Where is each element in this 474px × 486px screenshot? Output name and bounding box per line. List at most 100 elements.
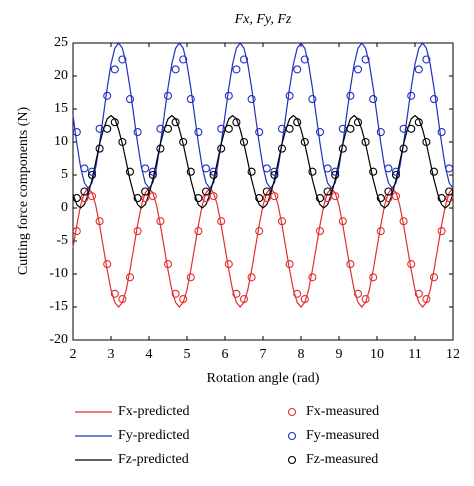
measured-point — [148, 192, 157, 201]
y-tick-label: -15 — [49, 299, 68, 314]
measured-point — [399, 144, 408, 153]
measured-point — [376, 128, 385, 137]
measured-point — [224, 260, 233, 269]
predicted-line — [72, 187, 454, 308]
legend-marker — [287, 431, 297, 441]
measured-point — [422, 295, 431, 304]
measured-point — [118, 137, 127, 147]
measured-point — [277, 217, 287, 226]
measured-point — [194, 128, 203, 137]
measured-point — [300, 137, 309, 147]
measured-point — [361, 55, 370, 64]
y-tick-label: 20 — [54, 68, 68, 83]
measured-point — [346, 260, 355, 269]
measured-point — [399, 217, 408, 226]
measured-point — [209, 170, 218, 180]
legend-label: Fz-measured — [306, 452, 378, 467]
measured-point — [118, 295, 127, 304]
measured-point — [270, 167, 279, 176]
measured-point — [186, 167, 195, 176]
measured-point — [270, 170, 279, 180]
measured-point — [239, 55, 249, 64]
measured-point — [232, 289, 241, 298]
x-tick-label: 5 — [184, 347, 191, 362]
measured-point — [262, 164, 271, 173]
measured-point — [429, 273, 439, 282]
measured-point — [437, 194, 446, 203]
legend-label: Fy-predicted — [118, 428, 190, 443]
measured-point — [315, 227, 325, 236]
measured-point — [270, 192, 279, 201]
measured-point — [95, 217, 104, 226]
measured-point — [353, 65, 363, 74]
measured-point — [217, 124, 226, 133]
legend-label: Fx-measured — [306, 404, 379, 419]
measured-point — [308, 273, 317, 282]
measured-point — [369, 273, 378, 282]
measured-point — [277, 144, 287, 153]
measured-point — [414, 118, 423, 127]
measured-point — [87, 192, 97, 201]
measured-point — [369, 95, 378, 104]
y-tick-label: 25 — [54, 35, 68, 50]
measured-point — [331, 192, 340, 201]
measured-point — [125, 95, 135, 104]
x-tick-label: 10 — [370, 347, 384, 362]
y-tick-label: -5 — [56, 233, 68, 248]
measured-point — [103, 260, 112, 269]
legend-marker — [287, 407, 297, 417]
measured-point — [300, 55, 309, 64]
measured-point — [338, 124, 347, 133]
measured-point — [262, 187, 271, 196]
measured-point — [247, 167, 256, 176]
measured-point — [217, 144, 226, 153]
measured-point — [255, 128, 264, 137]
measured-point — [171, 118, 180, 127]
x-tick-label: 4 — [146, 347, 153, 362]
legend-label: Fz-predicted — [118, 452, 189, 467]
x-tick-label: 7 — [260, 347, 267, 362]
measured-point — [171, 289, 180, 298]
measured-point — [179, 137, 188, 147]
measured-point — [331, 167, 340, 176]
y-tick-label: -20 — [49, 332, 68, 347]
y-tick-label: 5 — [61, 167, 68, 182]
measured-point — [72, 128, 81, 137]
x-tick-label: 8 — [298, 347, 305, 362]
measured-point — [369, 167, 378, 176]
measured-point — [133, 194, 142, 203]
measured-point — [171, 65, 180, 74]
measured-point — [338, 217, 347, 226]
measured-point — [232, 65, 241, 74]
measured-point — [156, 144, 165, 153]
measured-point — [315, 128, 325, 137]
measured-point — [163, 124, 173, 133]
measured-point — [437, 227, 446, 236]
measured-point — [110, 65, 119, 74]
measured-point — [293, 65, 302, 74]
measured-point — [163, 91, 173, 100]
y-tick-label: 10 — [54, 134, 68, 149]
measured-point — [247, 273, 256, 282]
measured-point — [323, 187, 332, 196]
measured-point — [414, 289, 423, 298]
measured-point — [224, 124, 233, 133]
x-axis-label: Rotation angle (rad) — [207, 371, 320, 386]
measured-point — [201, 164, 211, 173]
measured-point — [407, 91, 416, 100]
predicted-line — [72, 41, 454, 190]
measured-point — [179, 55, 188, 64]
y-axis-label: Cutting force components (N) — [16, 106, 31, 275]
measured-point — [255, 194, 264, 203]
measured-point — [125, 273, 135, 282]
measured-point — [125, 167, 135, 176]
measured-point — [353, 289, 363, 298]
measured-point — [232, 118, 241, 127]
measured-point — [156, 124, 165, 133]
y-tick-label: 15 — [54, 101, 68, 116]
measured-point — [437, 128, 446, 137]
measured-point — [255, 227, 264, 236]
measured-point — [72, 227, 81, 236]
measured-point — [80, 187, 89, 196]
